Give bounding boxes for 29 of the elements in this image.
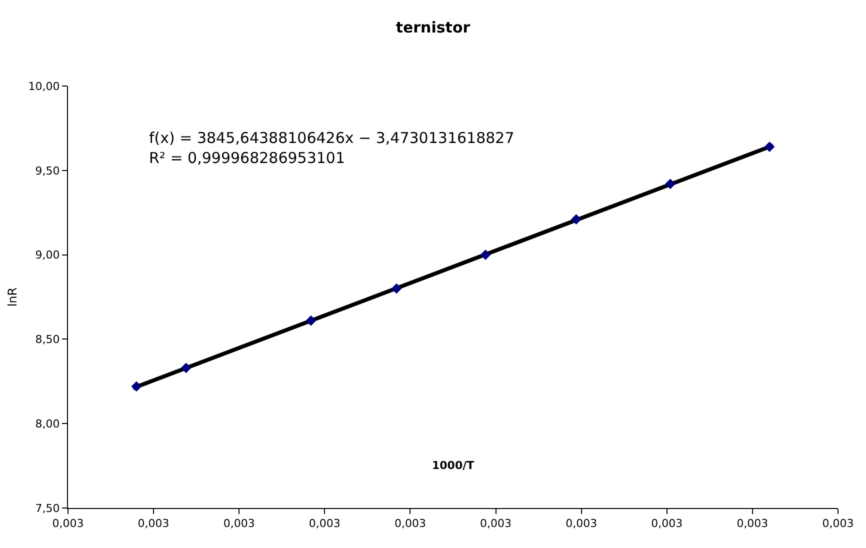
- annotation: R² = 0,999968286953101: [149, 149, 346, 167]
- point: [480, 250, 491, 260]
- x-tick-label: 0,003: [394, 517, 426, 530]
- x-tick-label: 0,003: [223, 517, 255, 530]
- x-tick-label: 0,003: [822, 517, 854, 530]
- y-tick-label: 9,00: [35, 248, 60, 262]
- x-tick-label: 0,003: [480, 517, 512, 530]
- y-axis-title: lnR: [6, 287, 20, 307]
- annotation: f(x) = 3845,64388106426x − 3,4730131618827: [149, 129, 514, 147]
- chart-title: ternistor: [396, 18, 471, 36]
- y-tick-label: 10,00: [28, 80, 60, 93]
- x-tick-label: 0,003: [52, 517, 84, 530]
- point: [306, 315, 316, 326]
- point: [180, 362, 192, 374]
- point: [665, 178, 676, 190]
- x-tick-label: 0,003: [138, 517, 170, 530]
- point: [764, 142, 775, 152]
- y-tick-label: 9,50: [35, 164, 60, 178]
- y-tick-label: 8,50: [35, 333, 60, 346]
- y-tick-label: 8,00: [35, 417, 60, 430]
- x-axis-title: 1000/T: [432, 459, 475, 472]
- x-tick-label: 0,003: [566, 517, 598, 530]
- point: [131, 381, 142, 392]
- x-tick-label: 0,003: [308, 517, 340, 530]
- x-tick-label: 0,003: [736, 517, 768, 530]
- x-tick-label: 0,003: [651, 517, 683, 530]
- y-tick-label: 7,50: [35, 502, 60, 515]
- point: [391, 283, 402, 294]
- point: [571, 214, 582, 225]
